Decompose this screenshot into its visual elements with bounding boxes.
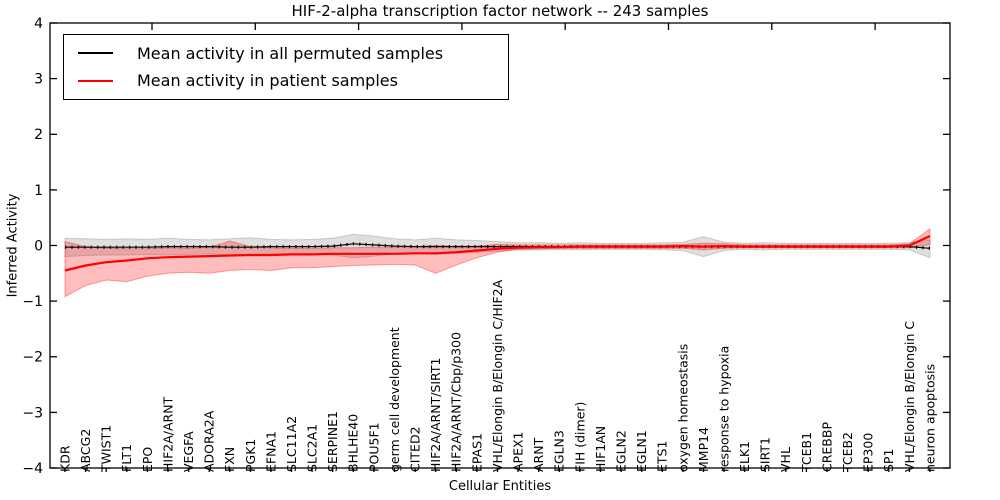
x-tick-label: EGLN2 xyxy=(613,430,628,472)
x-tick-label: POU5F1 xyxy=(366,422,381,472)
x-tick-label: EGLN1 xyxy=(634,430,649,472)
x-tick-label: SLC11A2 xyxy=(284,416,299,472)
x-tick-label: FXN xyxy=(222,447,237,472)
x-tick-label: neuron apoptosis xyxy=(922,364,937,472)
y-tick-label: 4 xyxy=(34,16,43,32)
y-tick-label: −2 xyxy=(22,350,43,366)
x-tick-label: TCEB2 xyxy=(840,432,855,473)
x-tick-label: SP1 xyxy=(881,449,896,472)
chart-title: HIF-2-alpha transcription factor network… xyxy=(291,2,709,20)
x-tick-label: SLC2A1 xyxy=(304,424,319,472)
x-axis-label: Cellular Entities xyxy=(448,479,552,494)
x-tick-label: ABCG2 xyxy=(78,429,93,472)
x-tick-label: EPAS1 xyxy=(469,433,484,472)
x-tick-label: TWIST1 xyxy=(99,425,114,473)
x-tick-label: ELK1 xyxy=(737,441,752,472)
x-tick-label: APEX1 xyxy=(510,431,525,472)
x-tick-label: TCEB1 xyxy=(799,432,814,473)
x-tick-label: oxygen homeostasis xyxy=(675,344,690,472)
y-tick-label: −3 xyxy=(22,405,43,421)
x-tick-label: EGLN3 xyxy=(552,430,567,472)
patient-line-sample-icon xyxy=(78,79,113,82)
y-tick-label: 0 xyxy=(34,238,43,254)
legend-item-patient: Mean activity in patient samples xyxy=(64,71,508,90)
x-tick-label: BHLHE40 xyxy=(346,414,361,472)
y-axis-label: Inferred Activity xyxy=(5,193,21,298)
x-tick-label: HIF2A/ARNT/Cbp/p300 xyxy=(449,332,464,472)
y-tick-label: 1 xyxy=(34,183,43,199)
x-tick-label: SIRT1 xyxy=(758,437,773,472)
legend-label-patient: Mean activity in patient samples xyxy=(137,71,398,91)
y-tick-label: 3 xyxy=(34,72,43,88)
x-tick-label: ADORA2A xyxy=(202,410,217,472)
x-tick-label: HIF2A/ARNT/SIRT1 xyxy=(428,358,443,472)
x-tick-label: VHL xyxy=(778,447,793,472)
x-tick-label: PGK1 xyxy=(243,439,258,472)
x-tick-label: ETS1 xyxy=(655,441,670,472)
x-tick-label: CREBBP xyxy=(819,422,834,472)
permuted-line-sample-icon xyxy=(78,52,113,55)
x-tick-label: EPO xyxy=(140,447,155,472)
x-tick-label: CITED2 xyxy=(407,426,422,472)
x-tick-label: EP300 xyxy=(861,433,876,472)
x-tick-label: HIF2A/ARNT xyxy=(160,396,175,472)
x-tick-label: SERPINE1 xyxy=(325,411,340,472)
legend-label-permuted: Mean activity in all permuted samples xyxy=(137,43,444,63)
x-tick-label: HIF1AN xyxy=(593,426,608,472)
x-tick-label: ARNT xyxy=(531,437,546,472)
legend-item-permuted: Mean activity in all permuted samples xyxy=(64,44,508,63)
x-tick-label: FIH (dimer) xyxy=(572,402,587,472)
x-tick-label: response to hypoxia xyxy=(716,346,731,472)
x-tick-label: VHL/Elongin B/Elongin C xyxy=(902,321,917,472)
x-tick-label: MMP14 xyxy=(696,427,711,472)
y-tick-label: −1 xyxy=(22,294,43,310)
x-tick-label: EFNA1 xyxy=(263,431,278,472)
x-tick-label: germ cell development xyxy=(387,327,402,472)
x-tick-label: VHL/Elongin B/Elongin C/HIF2A xyxy=(490,279,505,472)
legend: Mean activity in all permuted samples Me… xyxy=(63,34,509,100)
y-tick-label: 2 xyxy=(34,127,43,143)
x-tick-label: VEGFA xyxy=(181,431,196,472)
patient-mean-line xyxy=(64,235,931,272)
y-tick-label: −4 xyxy=(22,461,43,477)
x-tick-label: FLT1 xyxy=(119,444,134,472)
x-tick-label: KDR xyxy=(57,445,72,472)
